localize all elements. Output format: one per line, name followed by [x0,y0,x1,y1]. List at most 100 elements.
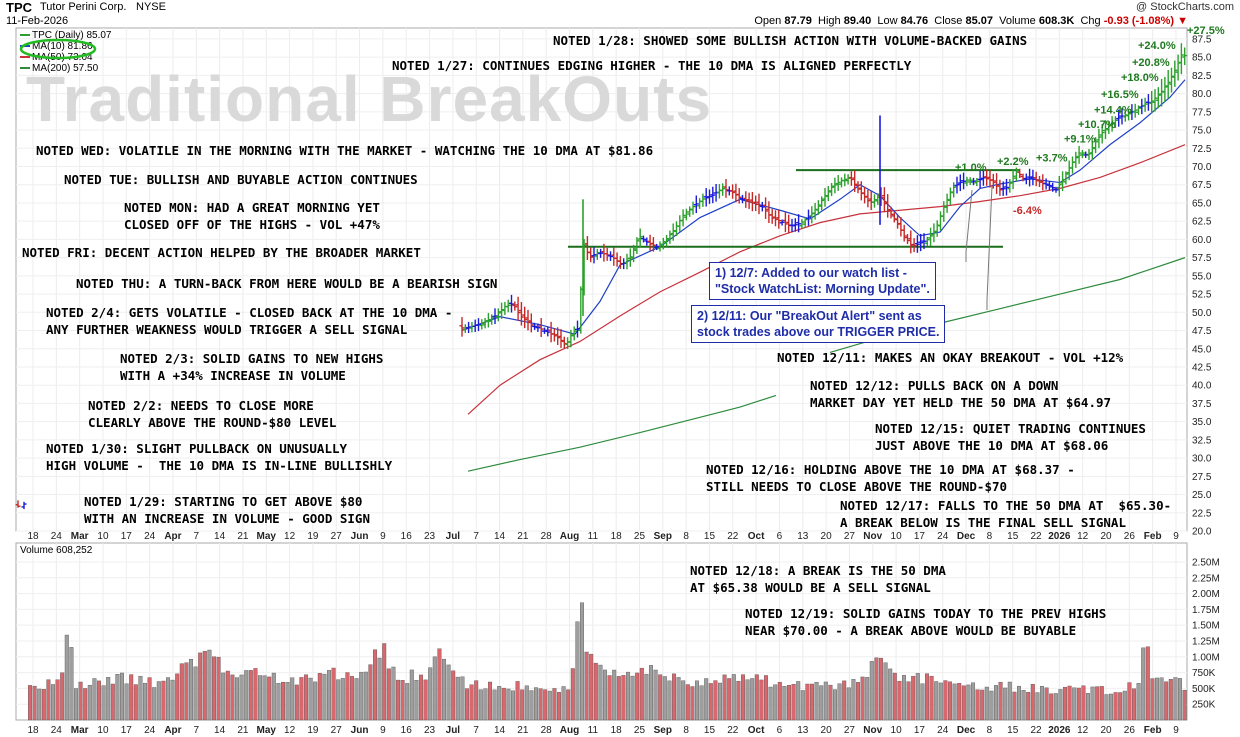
volume-bar [879,657,884,721]
percent-gain-labels: +27.5% +24.0% +20.8% +18.0% +16.5% +14.4% +10.… [955,25,1225,217]
volume-bar [258,675,263,721]
volume-bar [437,648,442,721]
volume-bar [851,679,856,721]
date-tick-label: 14 [214,725,226,736]
volume-bar [1127,682,1132,721]
note-thu: NOTED THU: A TURN-BACK FROM HERE WOULD B… [76,276,498,291]
volume-bar [584,651,589,721]
volume-bar [929,676,934,721]
volume-bar [690,686,695,721]
volume-bar [363,671,368,721]
volume-tick-label: 1.50M [1192,621,1220,632]
volume-bar [534,687,539,721]
date-tick-label: 2026 [1048,531,1071,542]
percent-label: +10.7% [1078,119,1116,131]
volume-bars [28,602,1187,721]
percent-label: +9.1% [1064,133,1096,145]
volume-bar [1076,687,1081,721]
price-tick-label: 77.5 [1192,107,1212,118]
volume-bar [888,668,893,721]
volume-bar [810,683,815,721]
date-tick-label: 7 [473,725,479,736]
date-tick-label: Apr [164,531,181,542]
volume-bar [566,689,571,721]
volume-bar [524,685,529,721]
volume-bar [1053,693,1058,721]
date-tick-label: 6 [777,725,783,736]
note-0128: NOTED 1/28: SHOWED SOME BULLISH ACTION W… [553,33,1028,48]
volume-bar [782,686,787,721]
volume-bar [428,667,433,721]
volume-tick-label: 500K [1192,684,1216,695]
volume-bar [299,677,304,721]
volume-bar [777,681,782,721]
date-tick-label: 7 [473,531,479,542]
date-tick-label: 10 [891,725,903,736]
chg-down-icon: ▼ [1177,15,1188,27]
date-tick-label: 8 [987,531,993,542]
volume-bar [1021,690,1026,721]
volume-bar [373,649,378,721]
volume-bar [1113,692,1118,721]
date-tick-label: 14 [494,725,506,736]
volume-bar [966,684,971,721]
date-tick-label: 21 [517,725,529,736]
percent-label: +27.5% [1187,25,1225,37]
date-tick-label: 18 [611,531,623,542]
volume-bar [915,673,920,721]
volume-bar [897,680,902,721]
volume-bar [285,682,290,721]
date-tick-label: 18 [611,725,623,736]
volume-bar [658,674,663,721]
volume-bar [980,689,985,721]
volume-bar [359,671,364,721]
price-tick-label: 22.5 [1192,508,1212,519]
date-tick-label: 19 [307,725,319,736]
volume-bar [322,673,327,721]
volume-bar [1099,686,1104,721]
volume-bar [593,662,598,721]
price-tick-label: 62.5 [1192,217,1212,228]
price-tick-label: 72.5 [1192,144,1212,155]
price-tick-label: 87.5 [1192,34,1212,45]
percent-label: +1.0% [955,162,987,174]
volume-bar [731,674,736,721]
volume-bar [469,684,474,721]
open-value: 87.79 [784,15,812,27]
date-tick-label: 7 [194,531,200,542]
note-1212: NOTED 12/12: PULLS BACK ON A DOWN MARKET… [810,378,1112,410]
volume-tick-label: 250K [1192,700,1216,711]
copyright-notice: @ StockCharts.com [1136,1,1234,13]
volume-bar [925,673,930,721]
volume-panel-label: Volume 608,252 [20,545,93,556]
volume-bar [869,661,874,721]
volume-bar [391,666,396,721]
volume-bar [368,664,373,721]
volume-bar [943,680,948,721]
note-1211: NOTED 12/11: MAKES AN OKAY BREAKOUT - VO… [777,350,1124,365]
date-tick-label: 27 [844,531,856,542]
volume-bar [607,675,612,721]
volume-bar [998,681,1003,721]
volume-bar [612,669,617,721]
date-tick-label: 17 [914,725,926,736]
volume-tick-label: 1.00M [1192,652,1220,663]
volume-bar [28,685,33,721]
volume-bar [580,602,585,721]
date-tick-label: 8 [683,725,689,736]
ohlc-bars [15,43,1188,510]
ticker-symbol: TPC [6,0,32,15]
percent-label: +18.0% [1121,72,1159,84]
note-0130: NOTED 1/30: SLIGHT PULLBACK ON UNUSUALLY… [46,441,393,473]
date-tick-label: May [257,531,277,542]
price-tick-label: 42.5 [1192,362,1212,373]
volume-bar [409,669,414,721]
volume-bar [405,683,410,721]
date-tick-label: 14 [214,531,226,542]
volume-bar [667,680,672,721]
volume-bar [727,678,732,721]
volume-bar [948,681,953,721]
volume-bar [400,680,405,721]
volume-bar [55,679,60,721]
